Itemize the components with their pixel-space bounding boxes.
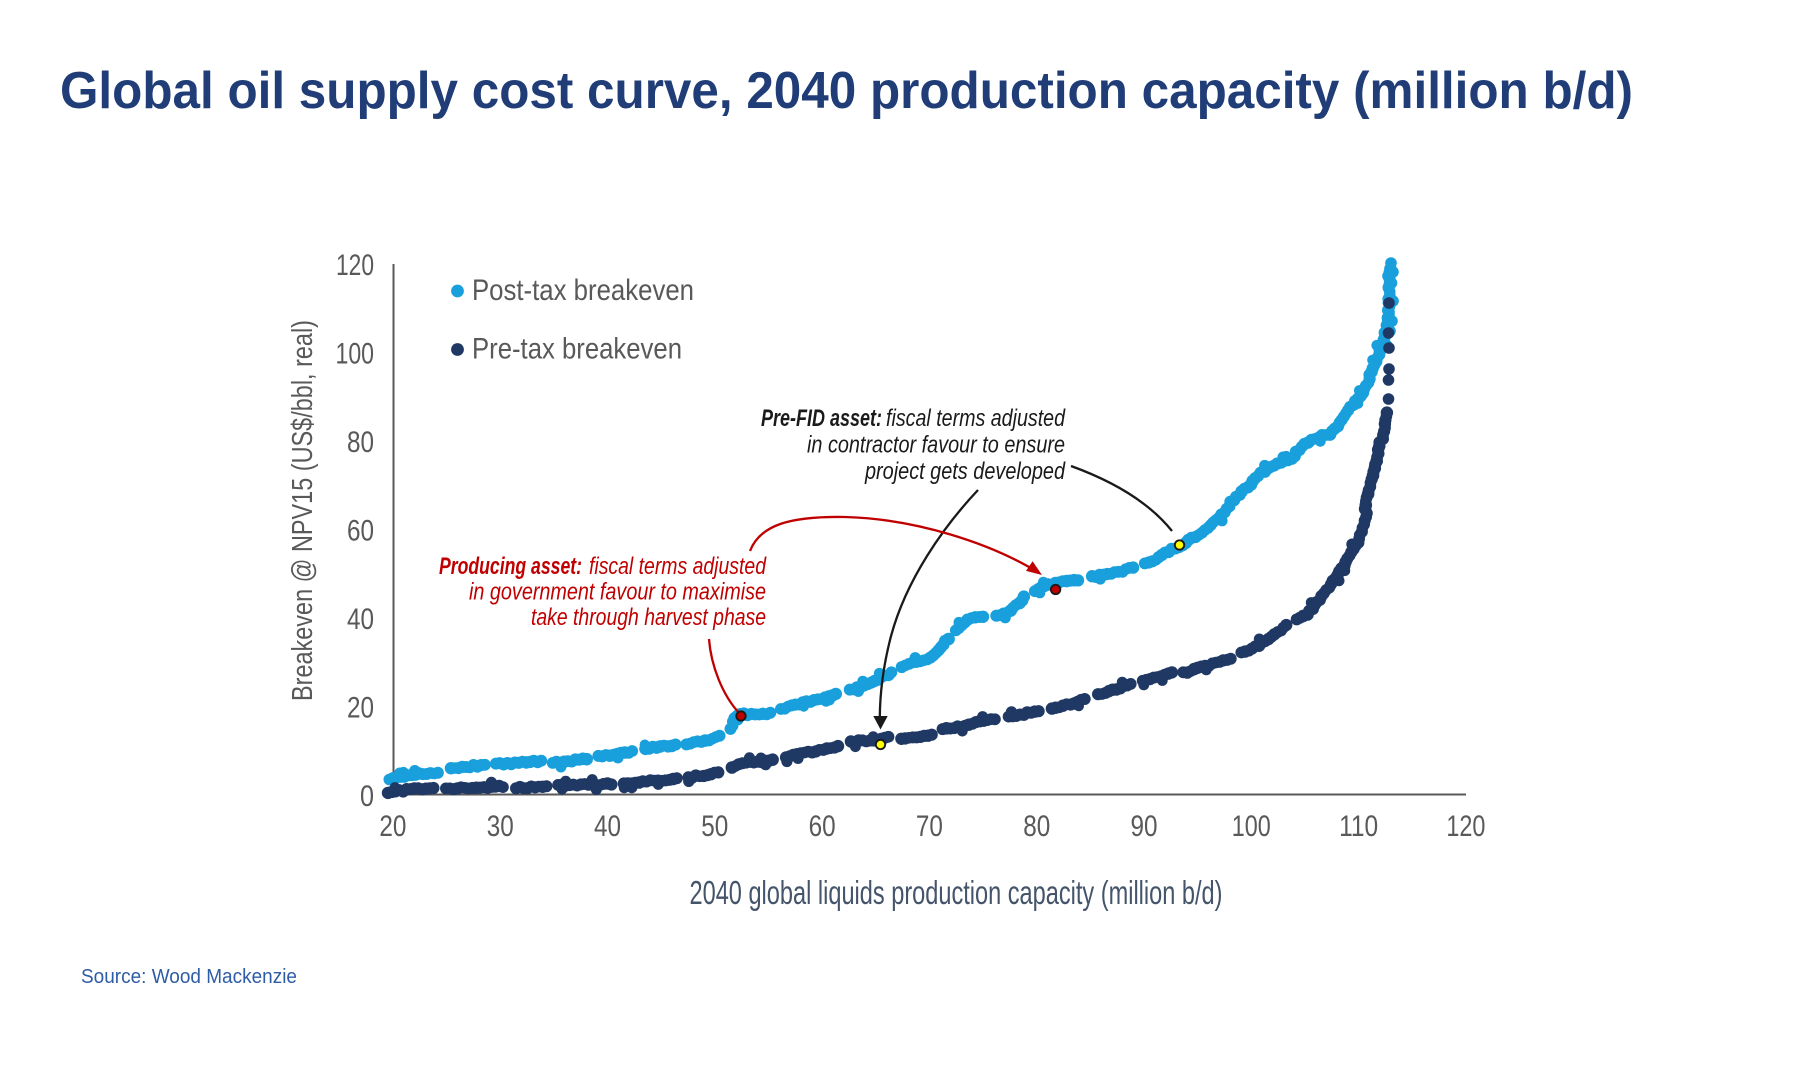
svg-text:in government favour to maximi: in government favour to maximise: [469, 579, 766, 606]
svg-text:Source: Wood Mackenzie: Source: Wood Mackenzie: [81, 966, 297, 988]
svg-text:Pre-tax breakeven: Pre-tax breakeven: [472, 333, 682, 366]
svg-text:project gets developed: project gets developed: [864, 458, 1065, 485]
svg-text:80: 80: [347, 426, 374, 459]
svg-text:0: 0: [360, 780, 374, 813]
svg-text:60: 60: [809, 810, 836, 843]
svg-text:Breakeven @ NPV15 (US$/bbl, re: Breakeven @ NPV15 (US$/bbl, real): [287, 320, 319, 701]
svg-text:take through harvest phase: take through harvest phase: [531, 604, 766, 631]
svg-text:Producing asset:: Producing asset:: [439, 553, 582, 580]
svg-text:90: 90: [1131, 810, 1158, 843]
svg-text:60: 60: [347, 515, 374, 548]
svg-text:in contractor favour to ensure: in contractor favour to ensure: [807, 432, 1065, 459]
svg-text:100: 100: [336, 338, 375, 371]
svg-text:40: 40: [347, 603, 374, 636]
svg-text:80: 80: [1023, 810, 1050, 843]
svg-text:Global oil supply cost curve,: Global oil supply cost curve, 2040 produ…: [60, 62, 1633, 120]
svg-text:20: 20: [347, 692, 374, 725]
svg-text:70: 70: [916, 810, 943, 843]
svg-text:20: 20: [379, 810, 406, 843]
svg-text:120: 120: [336, 249, 374, 282]
svg-text:50: 50: [701, 810, 728, 843]
svg-text:2040 global liquids production: 2040 global liquids production capacity …: [690, 874, 1223, 911]
svg-text:Post-tax breakeven: Post-tax breakeven: [472, 274, 694, 307]
svg-text:120: 120: [1446, 810, 1485, 843]
svg-text:fiscal terms adjusted: fiscal terms adjusted: [589, 553, 767, 580]
svg-text:30: 30: [487, 810, 514, 843]
svg-text:100: 100: [1232, 810, 1271, 843]
svg-text:fiscal terms adjusted: fiscal terms adjusted: [886, 405, 1066, 432]
svg-text:Pre-FID asset:: Pre-FID asset:: [761, 405, 882, 432]
svg-text:110: 110: [1339, 810, 1378, 843]
svg-text:40: 40: [594, 810, 621, 843]
